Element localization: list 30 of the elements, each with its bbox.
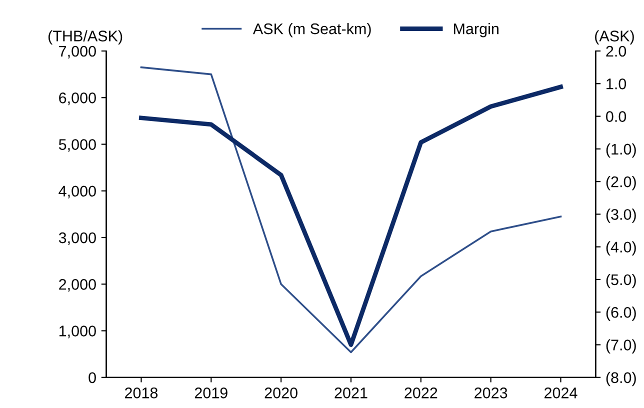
y-tick-label: 6,000 <box>59 92 96 106</box>
x-tick-label: 2019 <box>194 388 228 398</box>
y-tick-label: 5,000 <box>58 139 96 152</box>
y2-tick-label: (3.0) <box>606 208 636 223</box>
y2-tick-label: 1.0 <box>606 78 626 90</box>
y2-axis-title: (ASK) <box>595 30 634 44</box>
y2-tick-label: (5.0) <box>606 274 636 288</box>
x-tick-label: 2018 <box>124 388 158 398</box>
y2-tick-label: (7.0) <box>606 339 636 354</box>
y2-tick-label: (2.0) <box>606 176 636 190</box>
y2-tick-label: (1.0) <box>606 143 636 158</box>
x-tick-label: 2023 <box>474 388 508 398</box>
y2-tick-label: (8.0) <box>606 372 636 386</box>
y-tick-label: 4,000 <box>58 186 96 198</box>
y-tick-label: 1,000 <box>59 326 96 338</box>
x-tick-label: 2022 <box>404 388 438 398</box>
y-tick-label: 2,000 <box>59 279 96 292</box>
legend-label: ASK (m Seat-km) <box>252 23 371 38</box>
y2-tick-label: 2.0 <box>606 46 626 57</box>
y-axis-title: (THB/ASK) <box>48 30 122 44</box>
y-tick-label: 3,000 <box>58 232 96 246</box>
y-tick-label: 0 <box>88 372 96 384</box>
y2-tick-label: (6.0) <box>606 306 636 321</box>
y-tick-label: 7,000 <box>59 46 96 58</box>
x-tick-label: 2020 <box>264 388 298 398</box>
x-tick-label: 2024 <box>544 388 578 398</box>
x-tick-label: 2021 <box>334 388 368 398</box>
y2-tick-label: 0.0 <box>606 111 626 122</box>
y2-tick-label: (4.0) <box>606 241 636 256</box>
legend-label: Margin <box>454 23 498 38</box>
